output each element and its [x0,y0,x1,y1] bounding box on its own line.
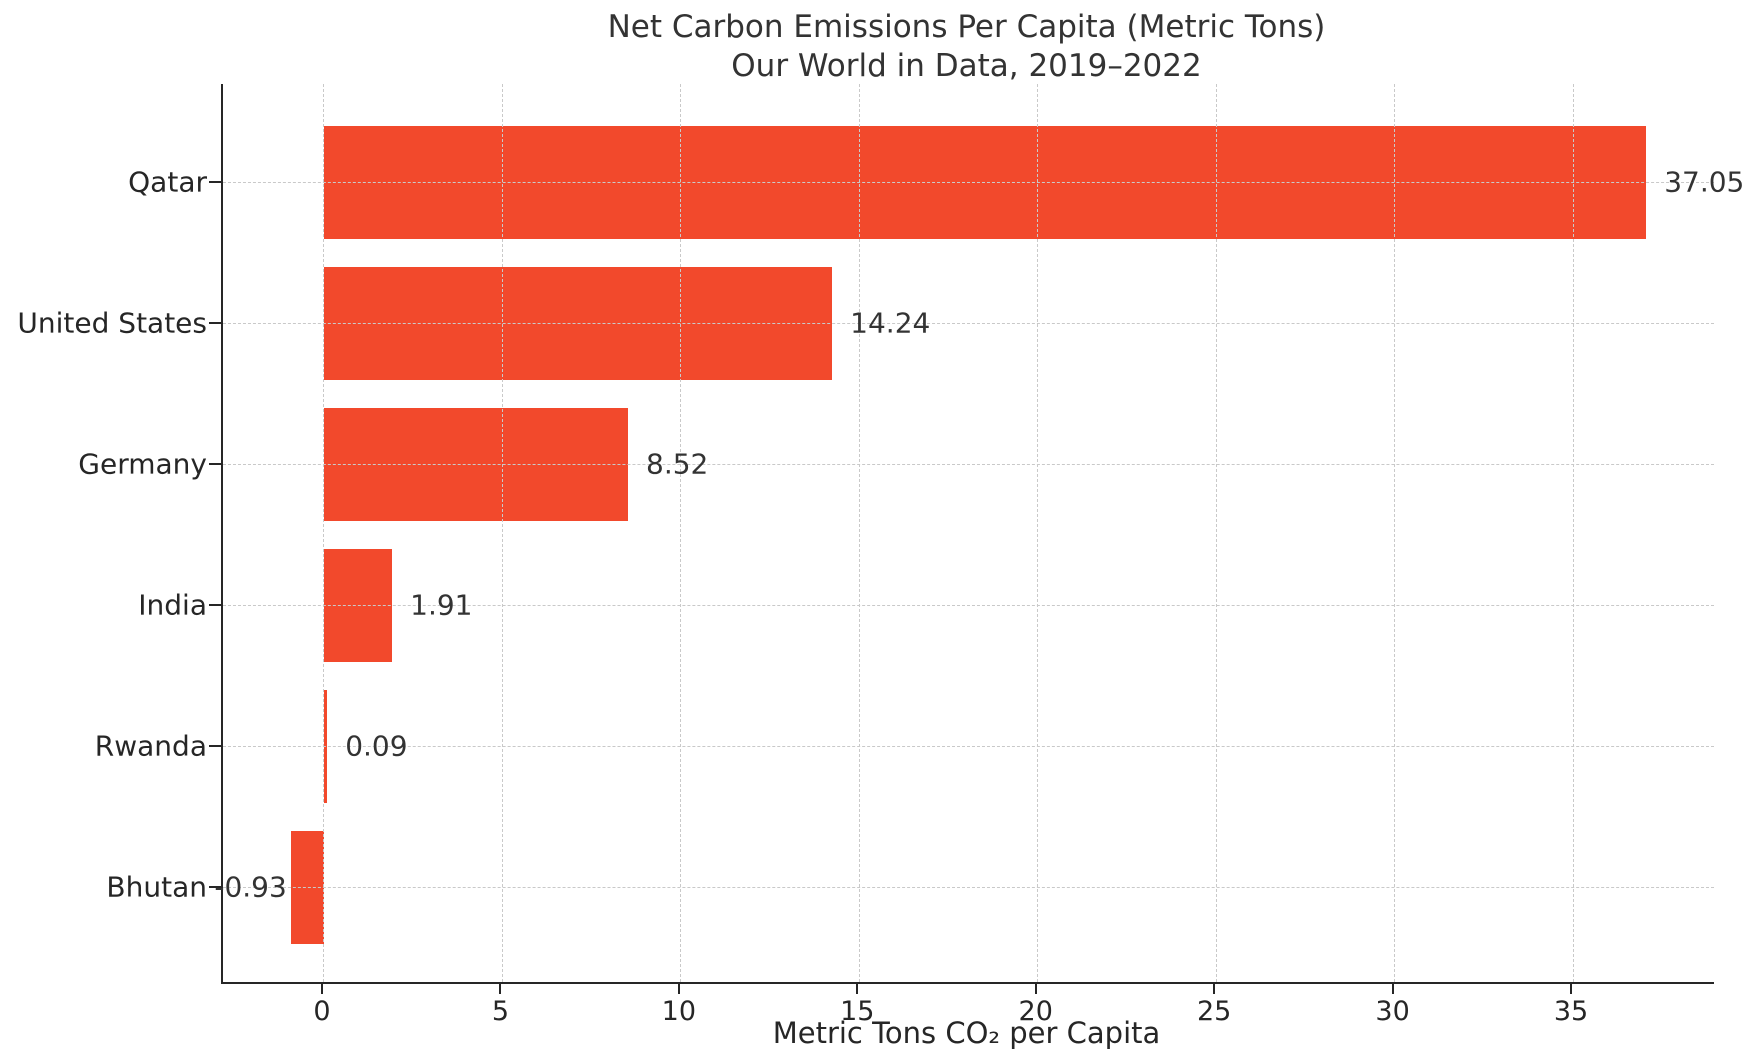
category-label-india: India [138,588,207,622]
x-tick-20 [1034,984,1037,994]
value-label-bhutan: -0.93 [214,870,287,904]
gridline-x-0 [323,84,325,982]
x-axis-label: Metric Tons CO₂ per Capita [772,1016,1161,1050]
gridline-x-20 [1037,84,1039,982]
category-label-rwanda: Rwanda [94,729,207,763]
gridline-y-united-states [223,322,1714,324]
x-tick-0 [320,984,323,994]
x-tick-label-35: 35 [1553,996,1589,1027]
chart-subtitle: Our World in Data, 2019–2022 [731,48,1202,84]
value-label-rwanda: 0.09 [345,729,408,763]
gridline-x-30 [1394,84,1396,982]
x-tick-10 [677,984,680,994]
x-tick-label-30: 30 [1375,996,1410,1027]
y-tick-germany [209,463,221,465]
plot-area: 37.05 14.24 8.52 1.91 0.09 -0.93 [214,84,1744,984]
x-tick-35 [1570,984,1573,994]
x-tick-label-0: 0 [313,996,331,1027]
y-tick-united-states [209,322,221,324]
category-label-bhutan: Bhutan [106,870,207,904]
x-tick-label-5: 5 [491,996,510,1027]
x-tick-30 [1391,984,1394,994]
x-tick-label-25: 25 [1196,996,1232,1027]
x-tick-label-10: 10 [661,996,697,1027]
y-tick-rwanda [209,745,221,747]
category-label-germany: Germany [78,447,207,481]
gridline-x-5 [501,84,503,982]
gridline-y-qatar [223,181,1714,183]
chart-title: Net Carbon Emissions Per Capita (Metric … [607,9,1326,45]
gridline-x-10 [680,84,682,982]
chart-title-block: Net Carbon Emissions Per Capita (Metric … [221,8,1712,86]
x-tick-5 [499,984,502,994]
gridline-x-15 [858,84,860,982]
x-tick-15 [856,984,859,994]
gridline-x-25 [1215,84,1217,982]
gridline-x-35 [1572,84,1574,982]
category-label-qatar: Qatar [128,165,207,199]
x-tick-25 [1213,984,1216,994]
gridline-y-germany [223,463,1714,465]
y-tick-qatar [209,181,221,183]
y-tick-bhutan [209,886,221,888]
gridline-y-india [223,604,1714,606]
x-tick-label-15: 15 [840,996,875,1027]
gridline-y-rwanda [223,745,1714,747]
gridline-y-bhutan [223,886,1714,888]
category-label-united-states: United States [17,306,207,340]
y-tick-india [209,604,221,606]
value-label-india: 1.91 [410,588,473,622]
value-label-germany: 8.52 [646,447,709,481]
x-tick-label-20: 20 [1018,996,1053,1027]
value-label-qatar: 37.05 [1664,165,1745,199]
value-label-united-states: 14.24 [850,306,931,340]
